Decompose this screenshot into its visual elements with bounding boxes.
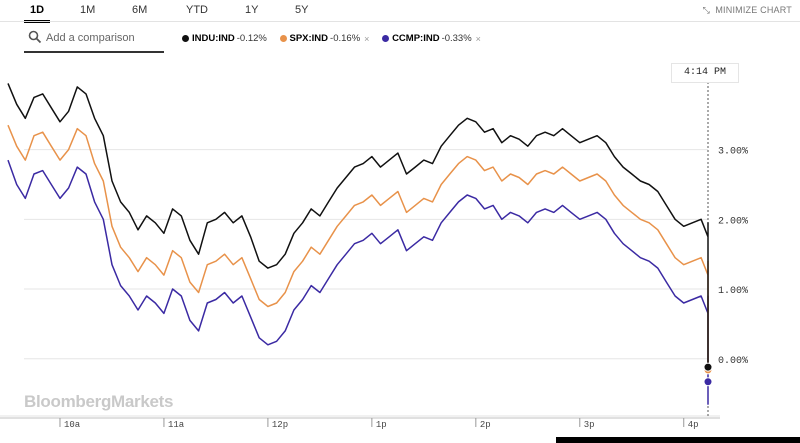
series-line-indu — [7, 83, 709, 370]
watermark: BloombergMarkets — [24, 392, 174, 411]
legend-swatch — [382, 35, 390, 42]
x-tick-label: 10a — [64, 420, 81, 430]
legend-item-ccmp: CCMP:IND -0.33% × — [382, 33, 481, 44]
comparison-search — [24, 27, 164, 53]
toolbar-divider — [0, 21, 800, 22]
y-axis: 0.00% 1.00% 2.00% 3.00% — [718, 147, 748, 367]
y-tick-label: 0.00% — [718, 356, 748, 367]
range-tab-5y[interactable]: 5Y — [295, 4, 309, 16]
legend-change: -0.33% — [441, 33, 472, 44]
search-icon — [28, 30, 42, 44]
range-tab-1d[interactable]: 1D — [30, 4, 45, 16]
x-tick-label: 11a — [168, 420, 185, 430]
x-axis: 10a 11a 12p 1p 2p 3p 4p — [0, 415, 720, 430]
range-tab-6m[interactable]: 6M — [132, 4, 148, 16]
range-tab-1m[interactable]: 1M — [80, 4, 96, 16]
legend-ticker: INDU:IND — [192, 33, 235, 44]
legend-item-spx: SPX:IND -0.16% × — [279, 33, 370, 44]
legend-swatch — [182, 35, 189, 42]
remove-spx-icon[interactable]: × — [364, 33, 370, 44]
series-line-ccmp — [7, 159, 709, 405]
legend-item-indu: INDU:IND -0.12% — [182, 33, 267, 44]
comparison-search-input[interactable] — [46, 29, 162, 47]
legend-ticker: CCMP:IND — [392, 33, 440, 44]
x-tick-label: 12p — [272, 420, 288, 430]
legend-change: -0.16% — [330, 33, 361, 44]
x-tick-label: 4p — [688, 420, 699, 430]
endpoint-ccmp — [703, 377, 713, 387]
series-legend: INDU:IND -0.12% SPX:IND -0.16% × CCMP:IND -0… — [182, 33, 491, 47]
x-axis-band — [0, 415, 720, 419]
minimize-label: MINIMIZE CHART — [715, 5, 792, 15]
legend-swatch — [279, 35, 287, 42]
y-tick-label: 3.00% — [718, 147, 748, 158]
remove-ccmp-icon[interactable]: × — [475, 33, 481, 44]
time-badge: 4:14 PM — [671, 63, 739, 83]
range-tab-1y[interactable]: 1Y — [245, 4, 259, 16]
x-tick-label: 1p — [376, 420, 387, 430]
series-endpoints — [703, 362, 713, 387]
footer-bar — [556, 437, 800, 443]
minimize-chart-button[interactable]: ⤡ MINIMIZE CHART — [703, 5, 792, 16]
y-tick-label: 2.00% — [718, 216, 748, 227]
endpoint-indu — [703, 362, 713, 372]
x-tick-label: 2p — [480, 420, 491, 430]
series-line-spx — [7, 124, 709, 373]
grid — [24, 149, 708, 360]
y-tick-label: 1.00% — [718, 286, 748, 297]
range-tab-ytd[interactable]: YTD — [186, 4, 208, 16]
minimize-icon: ⤡ — [702, 5, 711, 15]
series-lines — [7, 83, 709, 405]
legend-ticker: SPX:IND — [289, 33, 329, 44]
legend-change: -0.12% — [236, 33, 267, 44]
x-tick-label: 3p — [584, 420, 595, 430]
